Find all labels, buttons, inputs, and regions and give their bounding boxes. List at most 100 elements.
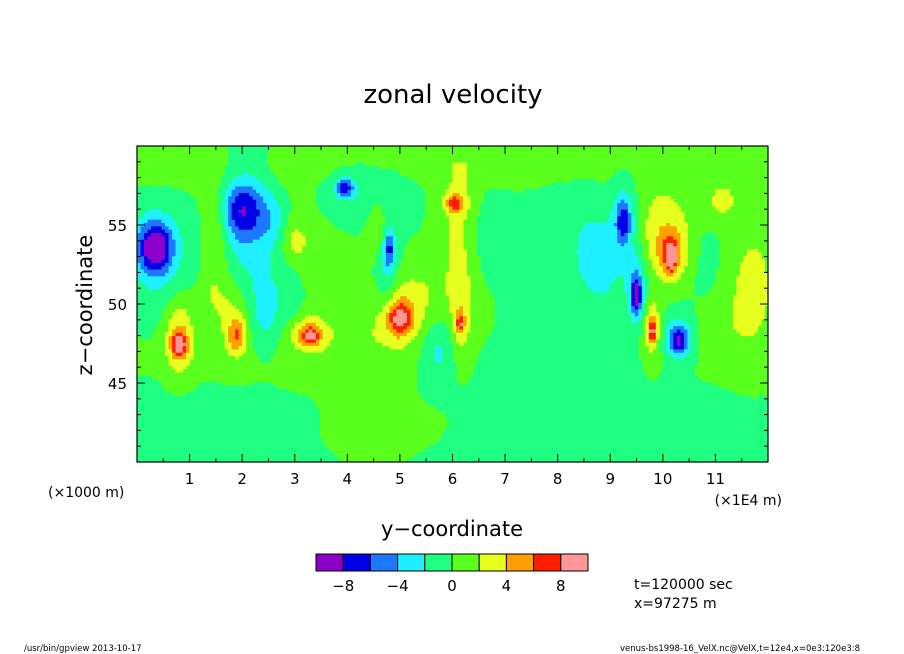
heatmap-cell (631, 375, 636, 380)
heatmap-cell (624, 342, 629, 347)
heatmap-cell (140, 335, 145, 340)
heatmap-cell (154, 425, 159, 430)
heatmap-cell (589, 365, 594, 370)
heatmap-cell (683, 395, 688, 400)
heatmap-cell (680, 458, 685, 463)
heatmap-cell (596, 392, 601, 396)
heatmap-cell (557, 428, 562, 433)
heatmap-cell (505, 408, 510, 413)
heatmap-cell (459, 458, 464, 463)
heatmap-cell (529, 375, 534, 380)
heatmap-cell (676, 392, 681, 396)
heatmap-cell (708, 392, 713, 396)
heatmap-cell (610, 438, 615, 443)
heatmap-cell (168, 405, 173, 410)
heatmap-cell (568, 452, 573, 456)
heatmap-cell (638, 435, 643, 440)
heatmap-cell (704, 418, 709, 423)
heatmap-cell (596, 452, 601, 456)
heatmap-cell (680, 392, 685, 396)
heatmap-cell (571, 345, 576, 350)
heatmap-cell (480, 372, 485, 377)
heatmap-cell (308, 348, 313, 353)
heatmap-cell (182, 425, 187, 430)
heatmap-cell (564, 365, 569, 370)
heatmap-cell (505, 375, 510, 380)
heatmap-cell (175, 442, 180, 446)
heatmap-cell (385, 328, 390, 333)
heatmap-cell (189, 332, 194, 337)
heatmap-cell (666, 362, 671, 367)
heatmap-cell (291, 422, 296, 426)
heatmap-cell (718, 402, 723, 406)
heatmap-cell (596, 328, 601, 333)
heatmap-cell (441, 325, 446, 330)
heatmap-cell (522, 388, 527, 393)
heatmap-cell (154, 412, 159, 416)
heatmap-cell (147, 415, 152, 420)
heatmap-cell (466, 402, 471, 406)
heatmap-cell (291, 405, 296, 410)
heatmap-cell (473, 408, 478, 413)
heatmap-cell (161, 405, 166, 410)
heatmap-cell (189, 405, 194, 410)
heatmap-cell (480, 408, 485, 413)
heatmap-cell (277, 328, 282, 333)
heatmap-cell (410, 335, 415, 340)
heatmap-cell (221, 325, 226, 330)
heatmap-cell (645, 332, 650, 337)
heatmap-cell (708, 438, 713, 443)
heatmap-cell (753, 435, 758, 440)
heatmap-cell (147, 458, 152, 463)
heatmap-cell (494, 442, 499, 446)
heatmap-cell (764, 452, 769, 456)
heatmap-cell (725, 388, 730, 393)
heatmap-cell (179, 355, 184, 360)
heatmap-cell (606, 382, 611, 386)
heatmap-cell (529, 442, 534, 446)
heatmap-cell (154, 388, 159, 393)
heatmap-cell (463, 408, 468, 413)
heatmap-cell (420, 375, 425, 380)
heatmap-cell (214, 395, 219, 400)
heatmap-cell (144, 328, 149, 333)
heatmap-cell (624, 412, 629, 416)
heatmap-cell (294, 438, 299, 443)
heatmap-cell (603, 332, 608, 337)
chart-title: zonal velocity (363, 80, 542, 110)
heatmap-cell (144, 442, 149, 446)
heatmap-cell (631, 428, 636, 433)
heatmap-cell (585, 438, 590, 443)
heatmap-cell (491, 348, 496, 353)
heatmap-cell (501, 402, 506, 406)
heatmap-cell (466, 392, 471, 396)
heatmap-cell (620, 375, 625, 380)
heatmap-cell (238, 392, 243, 396)
heatmap-cell (280, 395, 285, 400)
heatmap-cell (277, 428, 282, 433)
heatmap-cell (172, 345, 177, 350)
heatmap-cell (182, 335, 187, 340)
heatmap-cell (718, 392, 723, 396)
heatmap-cell (554, 448, 559, 453)
heatmap-cell (589, 335, 594, 340)
heatmap-cell (631, 385, 636, 390)
heatmap-cell (585, 405, 590, 410)
heatmap-cell (420, 385, 425, 390)
heatmap-cell (617, 342, 622, 347)
heatmap-cell (638, 332, 643, 337)
heatmap-cell (508, 368, 513, 373)
heatmap-cell (561, 365, 566, 370)
heatmap-cell (179, 442, 184, 446)
heatmap-cell (319, 325, 324, 330)
heatmap-cell (603, 412, 608, 416)
heatmap-cell (750, 332, 755, 337)
heatmap-cell (175, 342, 180, 347)
heatmap-cell (175, 332, 180, 337)
heatmap-cell (669, 362, 674, 367)
heatmap-cell (585, 412, 590, 416)
heatmap-cell (519, 405, 524, 410)
heatmap-cell (140, 375, 145, 380)
heatmap-cell (441, 385, 446, 390)
heatmap-cell (718, 452, 723, 456)
